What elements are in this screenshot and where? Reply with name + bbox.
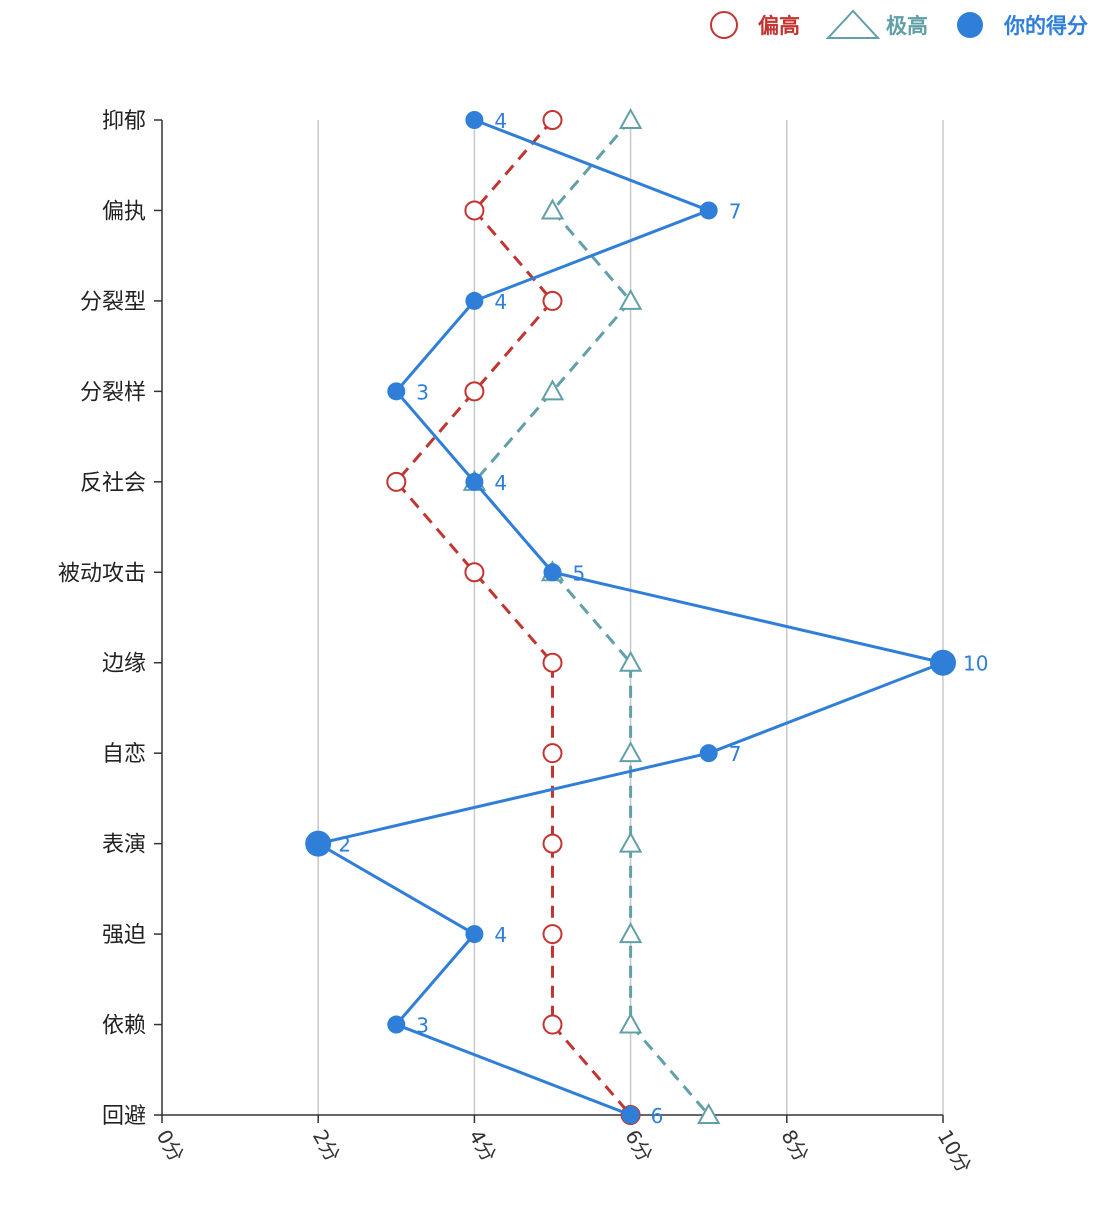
data-point (540, 198, 565, 220)
data-point (386, 471, 407, 492)
data-point (542, 833, 563, 854)
data-point (542, 110, 563, 130)
category-label: 表演 (102, 833, 146, 858)
series-2 (462, 107, 721, 1124)
category-label: 边缘 (102, 652, 146, 677)
category-label: 反社会 (80, 471, 146, 496)
series-3 (305, 111, 956, 1124)
data-point (465, 291, 484, 310)
data-point (464, 562, 485, 583)
data-point (542, 290, 563, 311)
data-point (697, 1102, 721, 1124)
x-tick-label: 2分 (308, 1126, 345, 1166)
data-label: 4 (494, 923, 507, 947)
legend-label: 偏高 (758, 14, 800, 38)
legend-label: 极高 (886, 14, 928, 38)
data-point (542, 743, 563, 764)
data-label: 4 (494, 109, 507, 133)
data-point (618, 107, 643, 129)
category-label: 自恋 (102, 742, 146, 767)
data-point (465, 111, 484, 129)
series-line (316, 118, 945, 1117)
data-point (930, 649, 956, 676)
data-point (542, 924, 563, 945)
x-tick-label: 8分 (776, 1126, 813, 1166)
data-point (540, 379, 565, 401)
data-point (618, 1012, 643, 1034)
data-point (699, 744, 718, 763)
legend-label: 你的得分 (1003, 14, 1088, 38)
series-line (394, 119, 632, 1116)
legend-symbol (825, 9, 881, 39)
x-tick-label: 0分 (152, 1126, 189, 1166)
data-point (465, 472, 484, 491)
data-label: 4 (494, 471, 507, 495)
category-label: 被动攻击 (58, 561, 146, 586)
data-label: 6 (651, 1104, 664, 1128)
data-point (618, 650, 643, 672)
data-point (464, 200, 485, 221)
data-point (618, 288, 643, 310)
category-label: 依赖 (102, 1014, 146, 1039)
legend-symbol (957, 12, 983, 38)
axes: 0分 2分 4分 6分 8分 10分 抑郁偏执分裂型分裂样反社会被动攻击边缘自恋表演强迫依赖… (58, 109, 976, 1177)
data-label: 3 (416, 1014, 429, 1038)
data-label: 5 (573, 561, 586, 585)
category-label: 抑郁 (102, 109, 146, 134)
x-tick-label: 6分 (620, 1126, 657, 1166)
data-point (618, 831, 643, 853)
data-labels: 4 7 4 3 4 5 10 7 2 4 3 6 (338, 109, 988, 1128)
data-point (699, 201, 718, 220)
category-label: 分裂样 (80, 380, 146, 405)
data-label: 7 (729, 742, 742, 766)
category-label: 分裂型 (80, 290, 146, 315)
data-point (305, 830, 332, 857)
data-point (618, 922, 643, 944)
data-point (465, 925, 484, 944)
data-label: 7 (729, 199, 742, 223)
data-point (464, 381, 485, 402)
series-1 (386, 110, 641, 1125)
data-label: 3 (416, 380, 429, 404)
data-label: 2 (338, 833, 351, 857)
data-point (542, 1014, 563, 1035)
x-tick-label: 10分 (933, 1126, 977, 1177)
data-point (387, 1015, 406, 1034)
data-point (543, 563, 562, 582)
legend: 偏高 极高 你的得分 (710, 9, 1088, 39)
data-label: 4 (494, 290, 507, 314)
category-label: 偏执 (102, 199, 146, 224)
data-point (387, 382, 406, 401)
x-tick-label: 4分 (464, 1126, 501, 1166)
legend-symbol (710, 11, 738, 39)
legend-item-2: 极高 (825, 9, 928, 39)
series-line (472, 119, 710, 1116)
category-label: 回避 (102, 1104, 146, 1129)
data-point (621, 1106, 640, 1124)
data-point (618, 741, 643, 763)
legend-item-1: 偏高 (710, 11, 800, 39)
data-point (542, 652, 563, 673)
series (305, 107, 956, 1125)
data-label: 10 (963, 652, 988, 676)
legend-item-3: 你的得分 (957, 12, 1088, 38)
grid-lines (317, 120, 944, 1115)
category-label: 强迫 (102, 923, 146, 948)
